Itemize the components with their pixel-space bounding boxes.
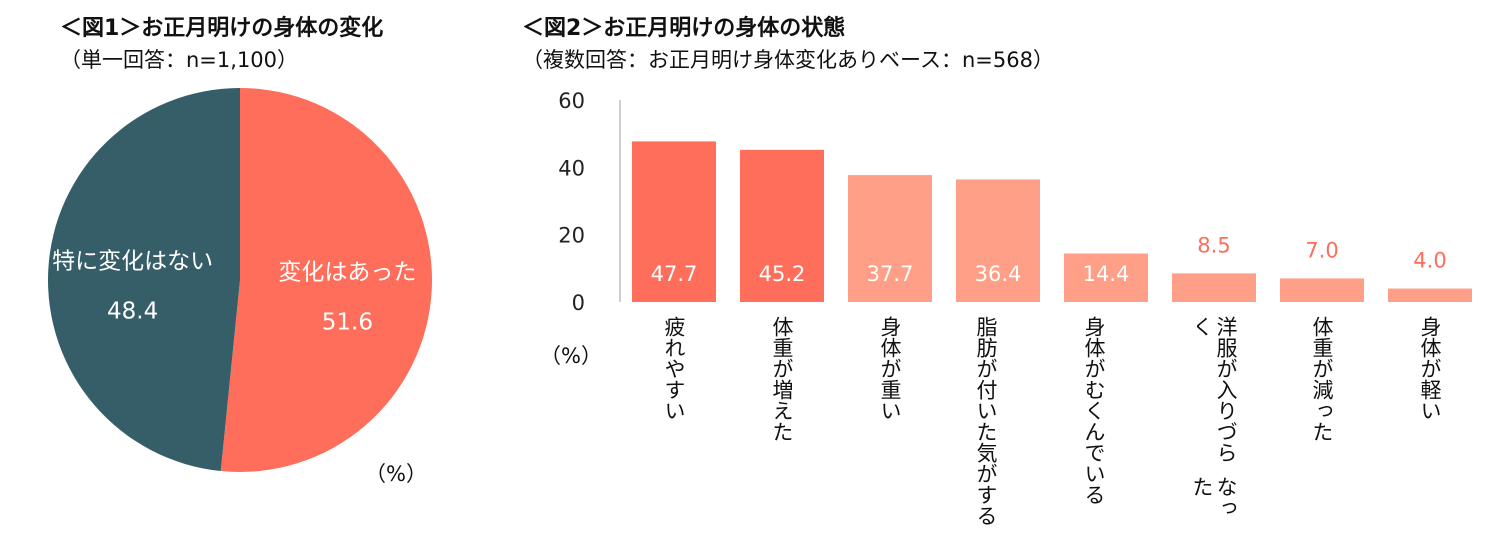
pie-slice	[220, 88, 432, 472]
bar	[848, 175, 932, 302]
bar-value-label: 47.7	[651, 262, 698, 286]
figure1-unit: （%）	[365, 462, 427, 486]
bar-value-label: 45.2	[759, 262, 806, 286]
figure2-title: ＜図2＞お正月明けの身体の状態	[522, 16, 846, 41]
x-category-label-line: むくんでいる	[1082, 379, 1106, 505]
bar-value-label: 36.4	[975, 262, 1022, 286]
bar	[632, 141, 716, 302]
x-category-label: 身体が軽い	[1418, 316, 1442, 421]
x-category-label: 洋服が入りづらくなった	[1190, 316, 1238, 536]
pie-slice	[47, 88, 240, 472]
x-category-label-line: 体重が減った	[1310, 316, 1334, 442]
x-category-label-line: 身体が重い	[878, 316, 902, 421]
pie-slice-value: 51.6	[322, 309, 373, 335]
bar-value-label: 14.4	[1083, 262, 1130, 286]
bar	[740, 149, 824, 302]
pie-slice-value: 48.4	[107, 299, 158, 325]
y-tick-label: 20	[558, 224, 585, 248]
x-category-label-line: 身体が軽い	[1418, 316, 1442, 421]
x-category-label-line: なった	[1190, 476, 1238, 518]
x-category-label-line: 脂肪が付いた	[974, 316, 998, 442]
pie-slice-label: 特に変化はない	[52, 249, 213, 275]
x-category-label: 体重が減った	[1310, 316, 1334, 442]
bar-value-label: 7.0	[1305, 238, 1338, 262]
x-category-label: 身体が むくんでいる	[1082, 316, 1106, 505]
x-category-label-line: 体重が増えた	[770, 316, 794, 442]
x-category-label: 体重が増えた	[770, 316, 794, 442]
pie-slice-label: 変化はあった	[278, 259, 416, 285]
y-tick-label: 60	[558, 89, 585, 113]
x-category-label: 疲れやすい	[662, 316, 686, 421]
x-category-label-line: 洋服が入りづらく	[1190, 316, 1238, 463]
bar	[956, 179, 1040, 302]
figure1-title: ＜図1＞お正月明けの身体の変化	[60, 16, 384, 41]
x-category-label-line: 身体が	[1082, 316, 1106, 379]
bar	[1064, 253, 1148, 302]
x-category-label: 身体が重い	[878, 316, 902, 421]
figure2-subtitle: （複数回答：お正月明け身体変化ありベース：n=568）	[522, 48, 1054, 72]
bar	[1172, 273, 1256, 302]
x-category-label-line: 気がする	[974, 442, 998, 526]
bar	[1388, 288, 1472, 302]
figure1-subtitle: （単一回答：n=1,100）	[60, 48, 299, 72]
bar-value-label: 8.5	[1197, 233, 1230, 257]
y-tick-label: 0	[572, 291, 585, 315]
bar-value-label: 4.0	[1413, 249, 1446, 273]
figure2-y-unit: （%）	[540, 344, 602, 368]
x-category-label-line: 疲れやすい	[662, 316, 686, 421]
x-category-label: 脂肪が付いた 気がする	[974, 316, 998, 526]
bar	[1280, 278, 1364, 302]
bar-value-label: 37.7	[867, 262, 914, 286]
y-tick-label: 40	[558, 156, 585, 180]
